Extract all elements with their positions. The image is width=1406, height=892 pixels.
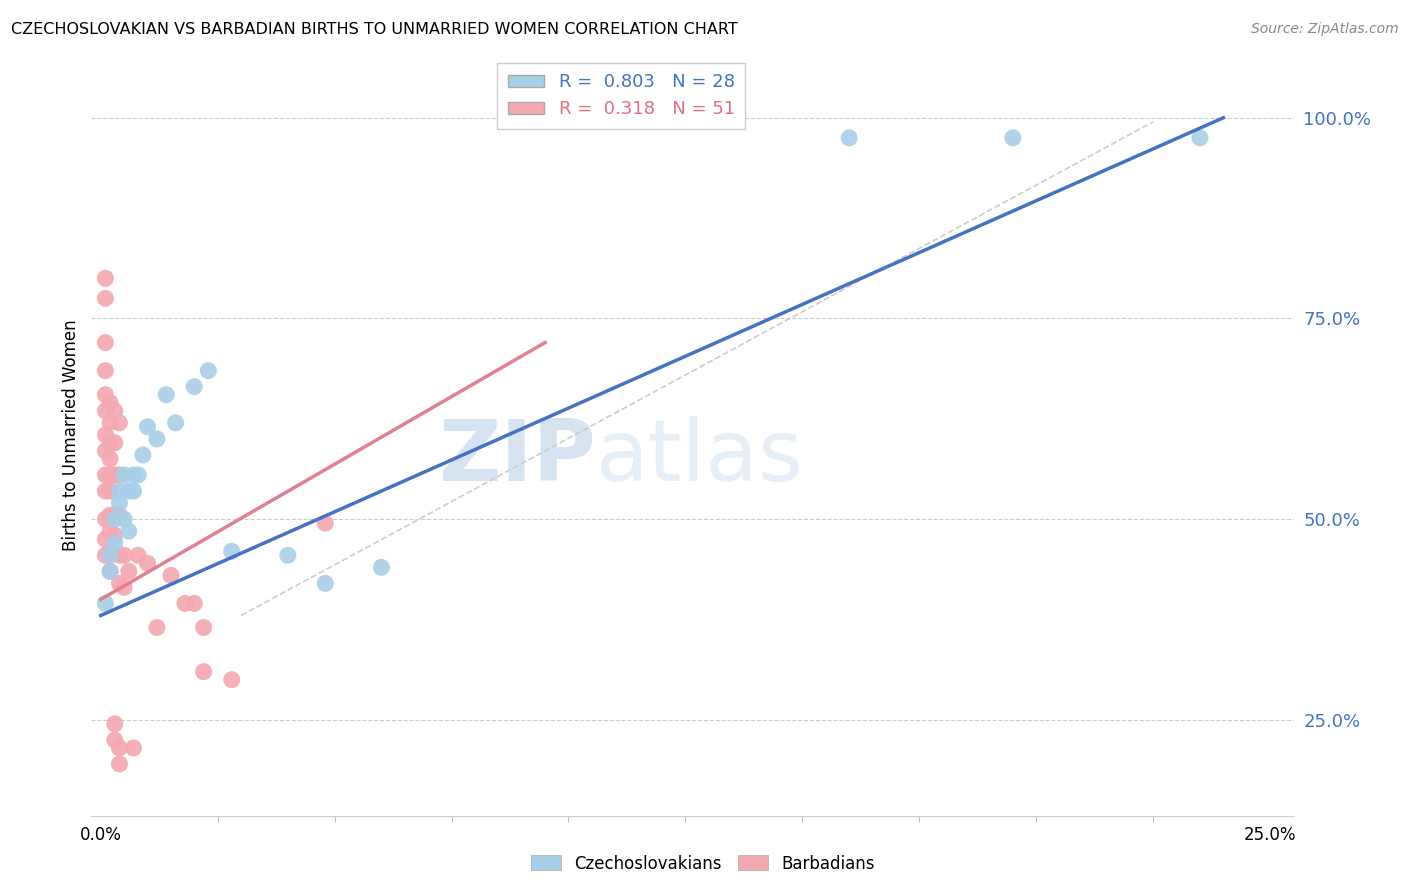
Y-axis label: Births to Unmarried Women: Births to Unmarried Women — [62, 319, 80, 550]
Point — [118, 565, 141, 579]
Point — [314, 516, 336, 530]
Point — [277, 548, 299, 563]
Point — [221, 673, 243, 687]
Point — [108, 416, 131, 430]
Point — [118, 524, 141, 539]
Point — [108, 740, 131, 755]
Point — [136, 557, 159, 571]
Point — [104, 528, 127, 542]
Point — [118, 483, 141, 498]
Point — [112, 548, 135, 563]
Point — [94, 467, 117, 482]
Point — [104, 512, 127, 526]
Point — [104, 467, 127, 482]
Point — [94, 548, 117, 563]
Point — [104, 717, 127, 731]
Point — [98, 396, 121, 410]
Point — [98, 452, 121, 467]
Point — [104, 404, 127, 418]
Point — [127, 467, 149, 482]
Text: ZIP: ZIP — [439, 417, 596, 500]
Point — [197, 364, 219, 378]
Text: Source: ZipAtlas.com: Source: ZipAtlas.com — [1251, 22, 1399, 37]
Point — [193, 621, 215, 635]
Point — [108, 496, 131, 510]
Point — [108, 548, 131, 563]
Point — [98, 548, 121, 563]
Point — [94, 428, 117, 442]
Point — [94, 512, 117, 526]
Point — [1001, 131, 1024, 145]
Point — [104, 436, 127, 450]
Point — [104, 733, 127, 747]
Point — [98, 436, 121, 450]
Point — [838, 131, 860, 145]
Point — [314, 576, 336, 591]
Point — [122, 483, 145, 498]
Point — [221, 544, 243, 558]
Legend: Czechoslovakians, Barbadians: Czechoslovakians, Barbadians — [524, 848, 882, 880]
Point — [1188, 131, 1211, 145]
Point — [94, 335, 117, 350]
Point — [94, 597, 117, 611]
Point — [183, 380, 205, 394]
Point — [112, 467, 135, 482]
Point — [98, 508, 121, 523]
Point — [94, 364, 117, 378]
Point — [165, 416, 187, 430]
Point — [160, 568, 183, 582]
Text: atlas: atlas — [596, 417, 804, 500]
Point — [94, 271, 117, 285]
Point — [122, 467, 145, 482]
Point — [122, 740, 145, 755]
Point — [174, 597, 197, 611]
Point — [98, 565, 121, 579]
Text: CZECHOSLOVAKIAN VS BARBADIAN BIRTHS TO UNMARRIED WOMEN CORRELATION CHART: CZECHOSLOVAKIAN VS BARBADIAN BIRTHS TO U… — [11, 22, 738, 37]
Point — [94, 404, 117, 418]
Point — [108, 467, 131, 482]
Point — [183, 597, 205, 611]
Legend: R =  0.803   N = 28, R =  0.318   N = 51: R = 0.803 N = 28, R = 0.318 N = 51 — [498, 62, 745, 129]
Point — [127, 548, 149, 563]
Point — [98, 483, 121, 498]
Point — [112, 581, 135, 595]
Point — [94, 292, 117, 306]
Point — [94, 483, 117, 498]
Point — [94, 444, 117, 458]
Point — [94, 387, 117, 401]
Point — [112, 512, 135, 526]
Point — [108, 483, 131, 498]
Point — [94, 532, 117, 546]
Point — [155, 387, 177, 401]
Point — [146, 621, 169, 635]
Point — [136, 420, 159, 434]
Point — [108, 756, 131, 771]
Point — [193, 665, 215, 679]
Point — [98, 416, 121, 430]
Point — [98, 565, 121, 579]
Point — [98, 467, 121, 482]
Point — [146, 432, 169, 446]
Point — [104, 536, 127, 550]
Point — [98, 524, 121, 539]
Point — [98, 544, 121, 558]
Point — [104, 508, 127, 523]
Point — [132, 448, 155, 462]
Point — [108, 508, 131, 523]
Point — [108, 576, 131, 591]
Point — [370, 560, 392, 574]
